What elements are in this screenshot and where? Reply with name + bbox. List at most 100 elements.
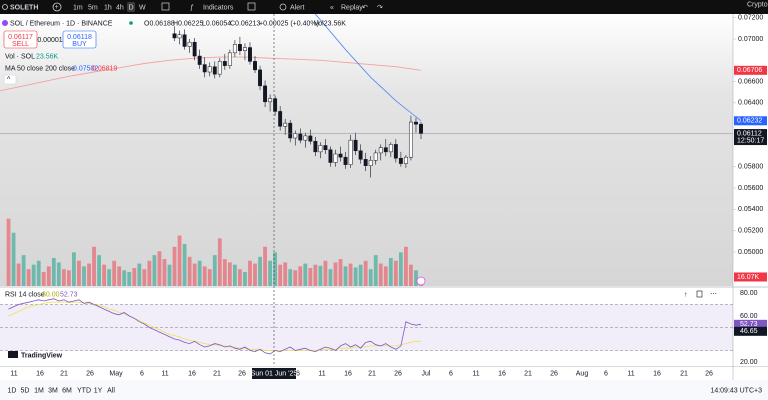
volume-bar: [87, 263, 91, 286]
candle-body: [232, 44, 237, 54]
volume-bar: [333, 262, 338, 286]
time-label: 26: [394, 370, 402, 377]
volume-tag-label: 16.07K: [737, 274, 760, 281]
symbol[interactable]: SOLETH: [10, 4, 38, 11]
market-status: [129, 21, 133, 25]
candle-body: [222, 61, 227, 66]
range-button[interactable]: 1D: [8, 387, 17, 394]
interval[interactable]: 4h: [116, 4, 124, 11]
range-button[interactable]: 3M: [48, 387, 58, 394]
replay-button[interactable]: Replay: [341, 4, 363, 11]
candle-body: [268, 98, 273, 103]
volume-bar: [41, 271, 46, 286]
volume-bar: [207, 269, 212, 286]
volume-bar: [192, 263, 197, 286]
volume-bar: [253, 263, 257, 286]
volume-bar: [308, 268, 313, 286]
rsi-tag: [734, 319, 767, 329]
undo[interactable]: ↶: [362, 4, 368, 11]
interval-active: [127, 2, 135, 12]
rsi-tag-label: 46.65: [740, 328, 758, 335]
alert-button[interactable]: Alert: [290, 4, 304, 11]
volume-bar: [187, 256, 192, 286]
range-button[interactable]: 1M: [34, 387, 44, 394]
legend-volume: Vol23.56K: [314, 20, 346, 27]
volume-bar: [162, 259, 167, 286]
range-button[interactable]: All: [107, 387, 115, 394]
candle-body: [212, 66, 217, 75]
volume-tag: [734, 272, 767, 282]
volume-bar: [343, 266, 348, 286]
candle-body: [383, 147, 388, 153]
broker[interactable]: Crypto: [747, 1, 768, 8]
candle-body: [408, 121, 413, 158]
time-label: Aug: [576, 370, 589, 377]
last-price-tag-label: 0.06112: [737, 130, 762, 137]
time-label: 6: [140, 370, 144, 377]
layout-icon[interactable]: [247, 2, 256, 11]
interval[interactable]: 1m: [73, 4, 83, 11]
volume-bar: [298, 266, 303, 286]
range-button[interactable]: 6M: [62, 387, 72, 394]
price-pane: [0, 14, 733, 286]
volume-bar: [182, 243, 187, 286]
rsi-tick-label: 60.00: [740, 313, 758, 320]
candle-body: [343, 156, 348, 165]
time-label: 6: [296, 370, 300, 377]
legend-open: O0.06188: [144, 20, 175, 27]
volume-bar: [97, 255, 101, 286]
interval[interactable]: 5m: [88, 4, 98, 11]
time-label: 11: [472, 370, 479, 377]
volume-bar: [393, 260, 398, 286]
range-button[interactable]: YTD: [77, 387, 91, 394]
ma50-tag: [734, 116, 767, 126]
ma50-line: [314, 14, 422, 122]
volume-bar: [177, 235, 182, 286]
candle-body: [192, 41, 197, 57]
rsi-tick-label: 80.00: [740, 290, 758, 297]
redo[interactable]: ↷: [377, 4, 383, 11]
interval[interactable]: D: [129, 4, 134, 11]
compare-button[interactable]: [52, 2, 62, 12]
time-label: May: [109, 370, 123, 377]
volume-bar: [36, 260, 41, 286]
candle-body: [217, 61, 222, 75]
buy-button[interactable]: [62, 30, 97, 49]
candle-body: [403, 156, 408, 164]
range-button[interactable]: 1Y: [94, 387, 103, 394]
range-button[interactable]: 5D: [21, 387, 30, 394]
candle-body: [227, 52, 232, 66]
volume-bar: [373, 255, 378, 286]
ma50-tag-label: 0.06232: [737, 118, 762, 125]
volume-bar: [202, 266, 207, 286]
indicators-button[interactable]: Indicators: [203, 4, 234, 11]
search-icon[interactable]: [2, 4, 8, 10]
candle-body: [373, 152, 378, 161]
spread: 0.00001: [37, 37, 62, 44]
pane-more[interactable]: ⋯: [710, 291, 717, 298]
pane-delete[interactable]: [696, 290, 703, 298]
pane-up[interactable]: ↑: [684, 291, 688, 298]
ma200-tag: [734, 65, 767, 75]
sell-price: 0.06117: [8, 34, 33, 41]
volume-bar: [227, 262, 232, 286]
candle-body: [207, 66, 212, 73]
volume-bar: [46, 266, 51, 286]
event-icon[interactable]: [416, 276, 426, 286]
interval[interactable]: W: [139, 4, 146, 11]
ma200-tag-label: 0.06706: [737, 67, 762, 74]
candle-body: [288, 122, 293, 139]
interval[interactable]: 1h: [104, 4, 112, 11]
toolbar: SOLETH + 1m 5m 1h 4h D W ƒ Indicators Al…: [0, 0, 768, 14]
candle-body: [177, 34, 182, 39]
volume-bar: [328, 269, 333, 286]
volume-bar: [313, 264, 318, 286]
collapse-legend[interactable]: [3, 74, 17, 85]
sell-button[interactable]: [3, 30, 38, 49]
candle-body: [393, 144, 398, 159]
logo-icon: [8, 351, 18, 358]
volume-bar: [243, 271, 247, 286]
legend: SOL / Ethereum · 1D · BINANCE O0.06188 H…: [2, 20, 717, 359]
candle-body: [197, 55, 202, 65]
chart-type-icon[interactable]: [161, 2, 170, 11]
